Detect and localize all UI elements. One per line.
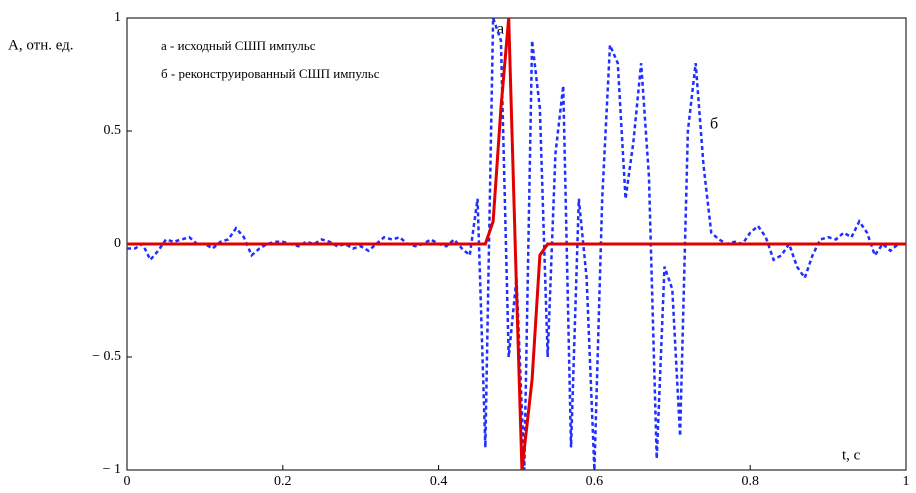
- x-tick-label: 0.4: [430, 474, 448, 489]
- y-tick-label: − 1: [103, 462, 121, 477]
- x-tick-label: 1: [903, 474, 910, 489]
- y-tick-label: 0: [114, 236, 121, 251]
- series-line: [127, 18, 906, 470]
- x-tick-label: 0.8: [741, 474, 759, 489]
- y-tick-label: − 0.5: [92, 349, 121, 364]
- x-tick-label: 0: [124, 474, 131, 489]
- y-tick-label: 1: [114, 10, 121, 25]
- x-tick-label: 0.6: [586, 474, 604, 489]
- legend-text: а - исходный СШП импульс: [161, 38, 316, 53]
- curve-label: б: [710, 116, 718, 133]
- y-axis-label: A, отн. ед.: [8, 37, 74, 53]
- x-axis-label: t, c: [842, 447, 861, 463]
- y-tick-label: 0.5: [104, 123, 122, 138]
- legend-text: б - реконструированный СШП импульс: [161, 66, 380, 81]
- series-line: [127, 18, 906, 470]
- x-tick-label: 0.2: [274, 474, 292, 489]
- curve-label: а: [497, 21, 504, 38]
